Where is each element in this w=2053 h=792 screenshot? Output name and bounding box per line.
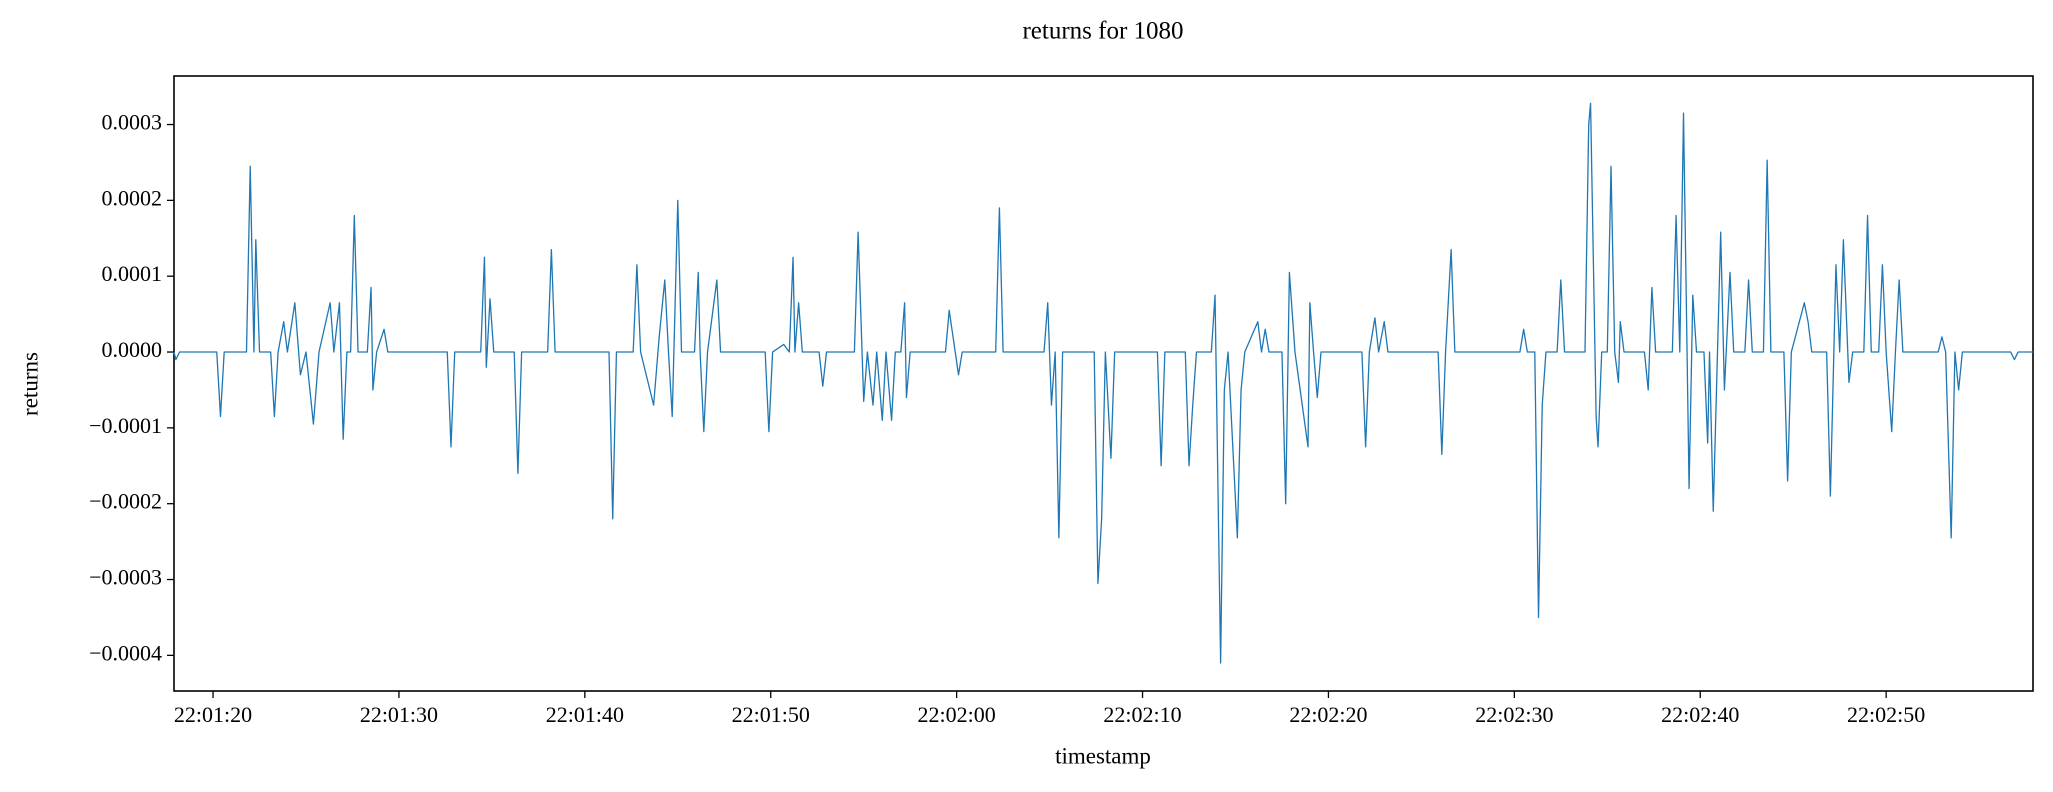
data-line: [173, 102, 2033, 664]
x-tick-label: 22:02:00: [918, 702, 996, 727]
y-tick-label: −0.0002: [89, 489, 162, 514]
x-axis-label: timestamp: [1055, 743, 1151, 768]
y-axis-label: returns: [17, 352, 42, 416]
x-tick-label: 22:02:50: [1847, 702, 1925, 727]
x-tick-label: 22:01:20: [174, 702, 252, 727]
y-tick-label: 0.0001: [102, 261, 163, 286]
y-tick-label: −0.0004: [89, 640, 162, 665]
x-tick-label: 22:01:50: [732, 702, 810, 727]
plot-frame: [173, 75, 2034, 692]
chart-title: returns for 1080: [1022, 18, 1183, 45]
x-tick-label: 22:01:30: [360, 702, 438, 727]
y-tick-label: 0.0002: [102, 185, 163, 210]
y-tick-label: −0.0001: [89, 413, 162, 438]
y-tick-label: 0.0000: [102, 337, 163, 362]
x-tick-label: 22:02:40: [1661, 702, 1739, 727]
x-tick-label: 22:02:10: [1103, 702, 1181, 727]
x-tick-label: 22:02:20: [1289, 702, 1367, 727]
y-tick-label: 0.0003: [102, 110, 163, 135]
x-tick-label: 22:01:40: [546, 702, 624, 727]
y-tick-label: −0.0003: [89, 565, 162, 590]
x-tick-label: 22:02:30: [1475, 702, 1553, 727]
